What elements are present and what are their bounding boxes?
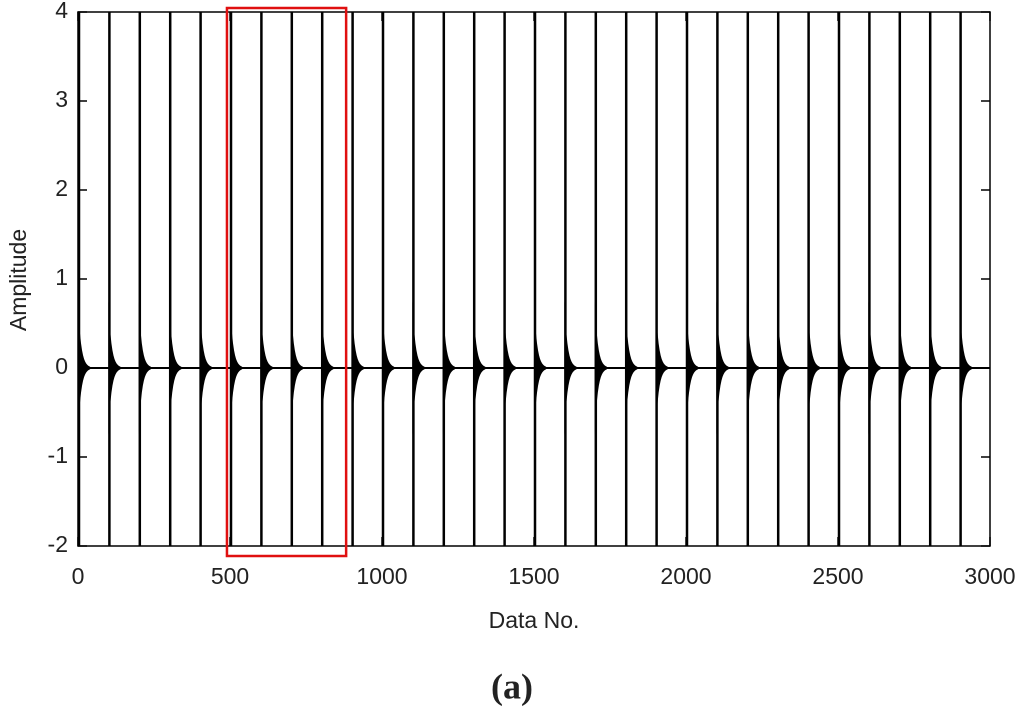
ringing xyxy=(929,301,942,435)
x-tick-label: 500 xyxy=(211,563,249,589)
ringing xyxy=(199,301,212,435)
ringing xyxy=(564,301,577,435)
y-tick-label: 4 xyxy=(55,0,68,23)
y-tick-label: -1 xyxy=(48,442,68,468)
ringing xyxy=(625,301,638,435)
ringing xyxy=(777,301,790,435)
x-tick-label: 1000 xyxy=(356,563,407,589)
ringing xyxy=(230,301,243,435)
ringing xyxy=(108,301,121,435)
ringing xyxy=(746,301,759,435)
ringing xyxy=(412,301,425,435)
y-tick-label: 0 xyxy=(55,353,68,379)
x-tick-label: 2000 xyxy=(660,563,711,589)
ringing xyxy=(78,301,91,435)
x-tick-label: 3000 xyxy=(964,563,1015,589)
ringing xyxy=(503,301,516,435)
ringing xyxy=(807,301,820,435)
y-tick-label: 2 xyxy=(55,175,68,201)
x-tick-label: 0 xyxy=(72,563,85,589)
ringing xyxy=(686,301,699,435)
ringing xyxy=(655,301,668,435)
ringing xyxy=(534,301,547,435)
ringing xyxy=(382,301,395,435)
y-axis-label: Amplitude xyxy=(5,229,31,331)
ringing xyxy=(138,301,151,435)
ringing xyxy=(473,301,486,435)
y-tick-label: 3 xyxy=(55,86,68,112)
caption: (a) xyxy=(491,666,533,706)
ringing xyxy=(351,301,364,435)
y-tick-label: 1 xyxy=(55,264,68,290)
ringing xyxy=(594,301,607,435)
ringing xyxy=(959,301,972,435)
ringing xyxy=(838,301,851,435)
x-tick-label: 2500 xyxy=(812,563,863,589)
ringing xyxy=(898,301,911,435)
y-tick-label: -2 xyxy=(48,531,68,557)
ringing xyxy=(442,301,455,435)
ringing xyxy=(169,301,182,435)
x-tick-label: 1500 xyxy=(508,563,559,589)
ringing xyxy=(868,301,881,435)
ringing xyxy=(290,301,303,435)
highlight-box xyxy=(225,6,348,558)
ringing xyxy=(716,301,729,435)
ringing xyxy=(260,301,273,435)
x-axis-label: Data No. xyxy=(489,607,580,633)
ringing xyxy=(321,301,334,435)
